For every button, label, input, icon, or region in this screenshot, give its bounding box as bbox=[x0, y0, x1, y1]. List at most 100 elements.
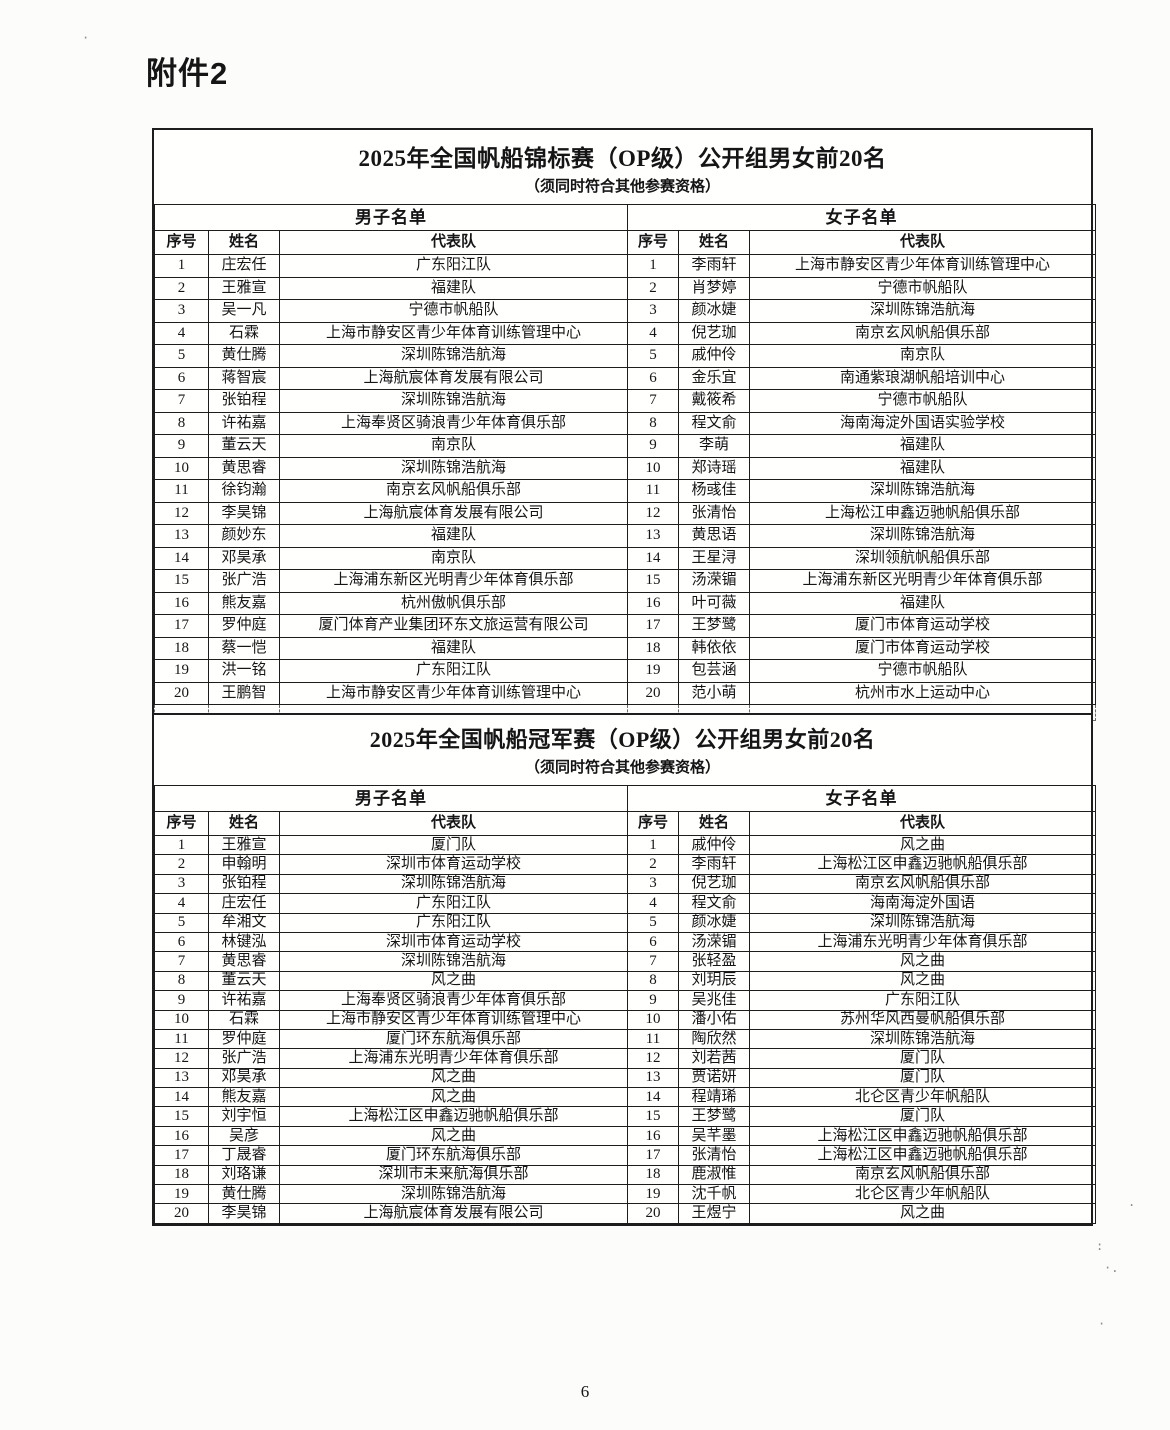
team-cell: 厦门队 bbox=[749, 1067, 1097, 1089]
rank-cell: 4 bbox=[627, 321, 680, 345]
rank-cell: 3 bbox=[627, 873, 680, 895]
rank-cell: 19 bbox=[627, 1184, 680, 1205]
name-cell: 黄仕腾 bbox=[208, 344, 280, 368]
rank-cell: 1 bbox=[154, 834, 209, 856]
table-row: 10 石霖 上海市静安区青少年体育训练管理中心 10 潘小佑 苏州华风西曼帆船俱乐部 bbox=[154, 1009, 1097, 1030]
team-cell: 深圳陈锦浩航海 bbox=[749, 479, 1097, 503]
team-cell: 南京玄风帆船俱乐部 bbox=[749, 1164, 1097, 1186]
team-cell: 上海松江申鑫迈驰帆船俱乐部 bbox=[749, 501, 1097, 525]
team-cell: 南通紫琅湖帆船培训中心 bbox=[749, 366, 1097, 390]
team-cell: 深圳陈锦浩航海 bbox=[278, 344, 629, 368]
column-header: 序号 bbox=[154, 230, 209, 255]
rank-cell: 5 bbox=[627, 912, 680, 933]
rank-cell: 20 bbox=[154, 681, 209, 705]
team-cell: 厦门队 bbox=[749, 1106, 1097, 1127]
team-cell: 上海松江区申鑫迈驰帆船俱乐部 bbox=[749, 1145, 1097, 1166]
rank-cell: 8 bbox=[154, 411, 209, 435]
column-header: 序号 bbox=[627, 811, 680, 836]
table-row: 9 许祐嘉 上海奉贤区骑浪青少年体育俱乐部 9 吴兆佳 广东阳江队 bbox=[154, 990, 1097, 1011]
rank-cell: 18 bbox=[154, 1164, 209, 1186]
name-cell: 张广浩 bbox=[208, 1048, 280, 1069]
rank-cell: 14 bbox=[627, 1087, 680, 1108]
team-cell: 海南海淀外国语实验学校 bbox=[749, 411, 1097, 435]
rank-cell: 7 bbox=[627, 951, 680, 972]
team-cell: 厦门环东航海俱乐部 bbox=[278, 1145, 629, 1166]
name-cell: 董云天 bbox=[208, 434, 280, 458]
table-row: 12 李昊锦 上海航宸体育发展有限公司 12 张清怡 上海松江申鑫迈驰帆船俱乐部 bbox=[154, 501, 1097, 525]
scan-artifact: ·. bbox=[1104, 1261, 1119, 1275]
rank-cell: 18 bbox=[627, 636, 680, 660]
team-cell: 广东阳江队 bbox=[278, 912, 629, 933]
rank-cell: 10 bbox=[154, 456, 209, 480]
rank-cell: 3 bbox=[154, 299, 209, 323]
table-row: 7 张铂程 深圳陈锦浩航海 7 戴筱希 宁德市帆船队 bbox=[154, 389, 1097, 413]
team-cell: 福建队 bbox=[278, 636, 629, 660]
rank-cell: 3 bbox=[154, 873, 209, 895]
rank-cell: 9 bbox=[627, 990, 680, 1011]
rank-cell: 11 bbox=[627, 479, 680, 503]
rank-cell: 15 bbox=[154, 569, 209, 593]
table-row: 20 王鹏智 上海市静安区青少年体育训练管理中心 20 范小萌 杭州市水上运动中心 bbox=[154, 681, 1097, 705]
table-row: 13 邓昊承 风之曲 13 贾诺妍 厦门队 bbox=[154, 1067, 1097, 1089]
table-row: 12 张广浩 上海浦东光明青少年体育俱乐部 12 刘若茜 厦门队 bbox=[154, 1048, 1097, 1069]
name-cell: 张铂程 bbox=[208, 389, 280, 413]
team-cell: 深圳市体育运动学校 bbox=[278, 931, 629, 953]
table-row: 17 丁晟睿 厦门环东航海俱乐部 17 张清怡 上海松江区申鑫迈驰帆船俱乐部 bbox=[154, 1145, 1097, 1166]
name-cell: 程靖琋 bbox=[678, 1087, 751, 1108]
team-cell: 广东阳江队 bbox=[278, 893, 629, 914]
team-cell: 深圳陈锦浩航海 bbox=[278, 873, 629, 895]
team-cell: 上海松江区申鑫迈驰帆船俱乐部 bbox=[749, 854, 1097, 875]
team-cell: 宁德市帆船队 bbox=[749, 389, 1097, 413]
name-cell: 金乐宜 bbox=[678, 366, 751, 390]
name-cell: 汤溁镅 bbox=[678, 931, 751, 953]
name-cell: 罗仲庭 bbox=[208, 1028, 280, 1050]
team-cell: 风之曲 bbox=[749, 951, 1097, 972]
name-cell: 吴彦 bbox=[208, 1125, 280, 1147]
table-row: 2 申翰明 深圳市体育运动学校 2 李雨轩 上海松江区申鑫迈驰帆船俱乐部 bbox=[154, 854, 1097, 875]
team-cell: 广东阳江队 bbox=[278, 254, 629, 278]
team-cell: 厦门队 bbox=[749, 1048, 1097, 1069]
table-row: 8 许祐嘉 上海奉贤区骑浪青少年体育俱乐部 8 程文俞 海南海淀外国语实验学校 bbox=[154, 411, 1097, 435]
table-row: 15 刘宇恒 上海松江区申鑫迈驰帆船俱乐部 15 王梦鹭 厦门队 bbox=[154, 1106, 1097, 1127]
table-title: 2025年全国帆船冠军赛（OP级）公开组男女前20名 bbox=[369, 727, 876, 752]
team-cell: 风之曲 bbox=[278, 1087, 629, 1108]
table-row: 8 董云天 风之曲 8 刘玥辰 风之曲 bbox=[154, 970, 1097, 992]
name-cell: 包芸涵 bbox=[678, 659, 751, 683]
team-cell: 风之曲 bbox=[278, 970, 629, 992]
team-cell: 深圳陈锦浩航海 bbox=[278, 951, 629, 972]
team-cell: 广东阳江队 bbox=[749, 990, 1097, 1011]
name-cell: 邓昊承 bbox=[208, 546, 280, 570]
name-cell: 张广浩 bbox=[208, 569, 280, 593]
team-cell: 杭州市水上运动中心 bbox=[749, 681, 1097, 705]
rank-cell: 2 bbox=[154, 854, 209, 875]
team-cell: 风之曲 bbox=[749, 970, 1097, 992]
table-subtitle: （须同时符合其他参赛资格） bbox=[524, 179, 720, 195]
rank-cell: 10 bbox=[627, 1009, 680, 1030]
team-cell: 南京玄风帆船俱乐部 bbox=[749, 321, 1097, 345]
table-row: 1 王雅宣 厦门队 1 戚仲伶 风之曲 bbox=[154, 834, 1097, 856]
rank-cell: 13 bbox=[627, 1067, 680, 1089]
table-row: 19 洪一铭 广东阳江队 19 包芸涵 宁德市帆船队 bbox=[154, 659, 1097, 683]
table-row: 14 邓昊承 南京队 14 王星浔 深圳领航帆船俱乐部 bbox=[154, 546, 1097, 570]
column-header: 序号 bbox=[627, 230, 680, 255]
team-cell: 上海市静安区青少年体育训练管理中心 bbox=[278, 681, 629, 705]
table-row: 14 熊友嘉 风之曲 14 程靖琋 北仑区青少年帆船队 bbox=[154, 1087, 1097, 1108]
name-cell: 罗仲庭 bbox=[208, 614, 280, 638]
name-cell: 牟湘文 bbox=[208, 912, 280, 933]
team-cell: 宁德市帆船队 bbox=[749, 276, 1097, 300]
name-cell: 倪艺珈 bbox=[678, 873, 751, 895]
team-cell: 深圳陈锦浩航海 bbox=[749, 912, 1097, 933]
team-cell: 深圳陈锦浩航海 bbox=[749, 524, 1097, 548]
name-cell: 刘玥辰 bbox=[678, 970, 751, 992]
rank-cell: 16 bbox=[627, 1125, 680, 1147]
results-table-2: 2025年全国帆船冠军赛（OP级）公开组男女前20名 （须同时符合其他参赛资格） 男… bbox=[152, 713, 1097, 1226]
rank-cell: 16 bbox=[154, 1125, 209, 1147]
rank-cell: 18 bbox=[627, 1164, 680, 1186]
rank-cell: 13 bbox=[627, 524, 680, 548]
name-cell: 李昊锦 bbox=[208, 1203, 280, 1224]
name-cell: 肖梦婷 bbox=[678, 276, 751, 300]
rank-cell: 2 bbox=[627, 854, 680, 875]
group-header-womens: 女子名单 bbox=[627, 785, 1097, 812]
rank-cell: 11 bbox=[154, 1028, 209, 1050]
name-cell: 蒋智宸 bbox=[208, 366, 280, 390]
